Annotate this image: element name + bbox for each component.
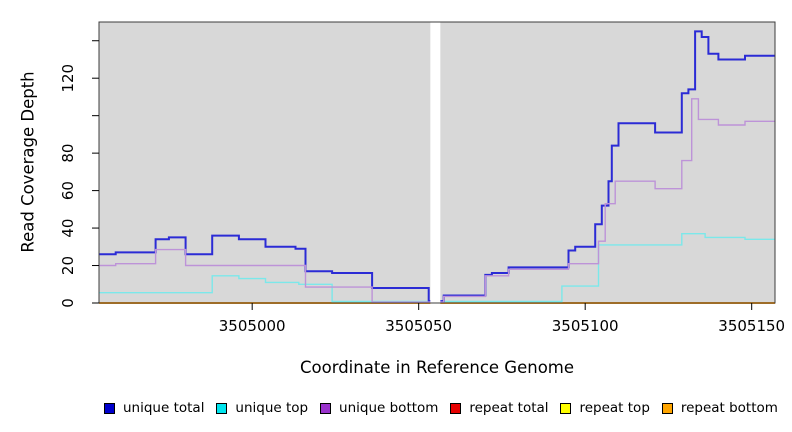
legend-label-repeat-total: repeat total <box>469 400 549 416</box>
x-tick-label: 3505100 <box>552 317 619 335</box>
y-tick-label: 0 <box>59 298 77 308</box>
y-axis-title: Read Coverage Depth <box>18 71 38 253</box>
legend-label-repeat-top: repeat top <box>579 400 650 416</box>
legend-label-unique-bottom: unique bottom <box>339 400 439 416</box>
y-tick-label: 40 <box>59 219 77 238</box>
legend-label-repeat-bottom: repeat bottom <box>680 400 778 416</box>
legend-item-repeat-top: repeat top <box>560 400 650 416</box>
legend-swatch-unique-top <box>216 402 228 414</box>
x-tick-label: 3505000 <box>219 317 286 335</box>
legend-item-repeat-total: repeat total <box>450 400 549 416</box>
x-tick-label: 3505150 <box>718 317 785 335</box>
y-tick-label: 120 <box>59 64 77 93</box>
x-axis-title: Coordinate in Reference Genome <box>299 358 575 377</box>
legend-item-unique-top: unique top <box>216 400 308 416</box>
y-tick-label: 80 <box>59 144 77 163</box>
legend-item-repeat-bottom: repeat bottom <box>661 400 778 416</box>
y-tick-label: 60 <box>59 181 77 200</box>
legend-swatch-repeat-top <box>560 402 572 414</box>
legend-swatch-unique-bottom <box>320 402 332 414</box>
unique-top-line <box>99 233 775 303</box>
plot-border <box>98 21 776 304</box>
legend: unique total unique top unique bottom re… <box>0 395 792 421</box>
legend-swatch-repeat-total <box>450 402 462 414</box>
legend-label-unique-top: unique top <box>235 400 309 416</box>
legend-swatch-unique-total <box>104 402 115 414</box>
coverage-plot: 3505000 3505050 3505100 3505150 0 20 40 60 80 120 <box>59 17 786 335</box>
x-tick-label: 3505050 <box>385 317 452 335</box>
no-data-gap-band <box>430 17 441 312</box>
legend-swatch-repeat-bottom <box>661 402 673 414</box>
y-tick-label: 20 <box>59 256 77 275</box>
legend-label-unique-total: unique total <box>123 400 205 416</box>
legend-item-unique-total: unique total <box>104 400 204 416</box>
legend-item-unique-bottom: unique bottom <box>320 400 438 416</box>
unique-bottom-line <box>99 98 775 303</box>
